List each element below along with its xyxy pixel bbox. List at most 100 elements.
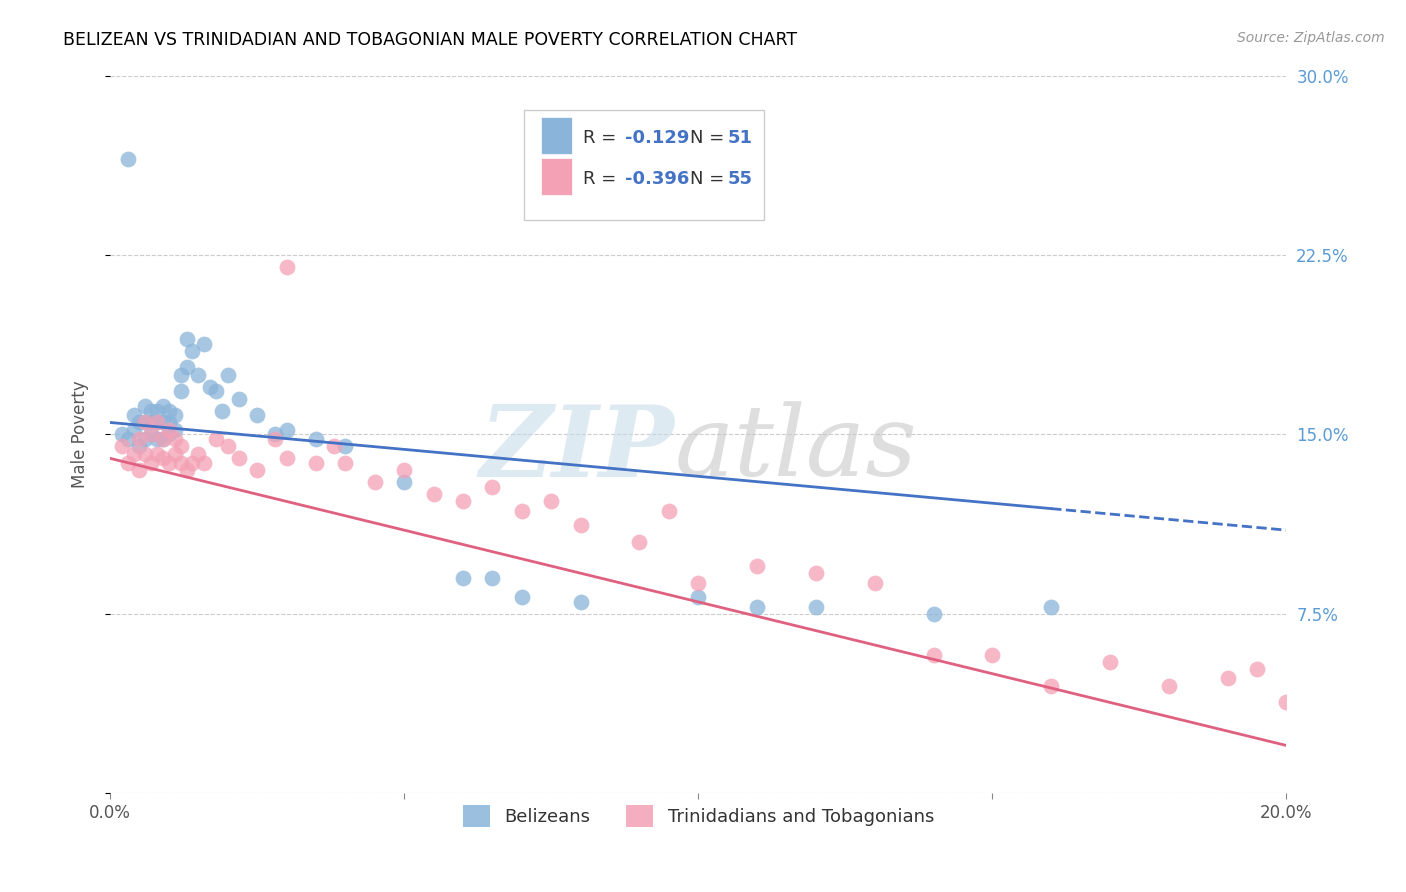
Point xyxy=(1098,655,1121,669)
Point xyxy=(392,463,415,477)
Point xyxy=(134,399,156,413)
Point xyxy=(198,379,221,393)
Point xyxy=(169,368,191,382)
Text: -0.396: -0.396 xyxy=(626,170,689,188)
Point xyxy=(163,446,186,460)
Point xyxy=(193,456,215,470)
Point xyxy=(658,504,681,518)
Point xyxy=(176,360,198,375)
Point xyxy=(211,403,233,417)
Point xyxy=(422,487,444,501)
Point xyxy=(804,566,827,581)
Point xyxy=(540,494,562,508)
Point xyxy=(392,475,415,490)
Point xyxy=(335,456,357,470)
Point xyxy=(146,446,169,460)
Point xyxy=(134,446,156,460)
Point xyxy=(152,432,174,446)
Point xyxy=(1246,662,1268,676)
Point xyxy=(169,456,191,470)
Point xyxy=(217,368,239,382)
Point xyxy=(128,432,150,446)
Point xyxy=(117,153,139,167)
Point xyxy=(305,432,328,446)
Point xyxy=(157,416,180,430)
Point xyxy=(163,423,186,437)
Text: N =: N = xyxy=(690,129,730,147)
Point xyxy=(176,332,198,346)
Point xyxy=(263,432,285,446)
Point xyxy=(146,432,169,446)
Point xyxy=(1216,672,1239,686)
Y-axis label: Male Poverty: Male Poverty xyxy=(72,381,89,488)
Point xyxy=(481,571,503,585)
Point xyxy=(181,343,204,358)
Point xyxy=(510,504,533,518)
Point xyxy=(163,432,186,446)
Point xyxy=(745,559,768,574)
Point xyxy=(246,409,269,423)
Point xyxy=(569,595,592,609)
Point xyxy=(122,409,145,423)
Point xyxy=(688,575,710,590)
Point xyxy=(141,403,163,417)
Point xyxy=(157,456,180,470)
Point xyxy=(322,439,344,453)
Point xyxy=(688,590,710,604)
Point xyxy=(228,392,250,406)
Point xyxy=(141,427,163,442)
Point xyxy=(187,368,209,382)
Point xyxy=(1040,679,1063,693)
Point xyxy=(1275,695,1298,709)
Point xyxy=(276,423,298,437)
Point xyxy=(146,403,169,417)
Text: R =: R = xyxy=(583,170,621,188)
Text: N =: N = xyxy=(690,170,730,188)
Text: 55: 55 xyxy=(728,170,752,188)
Point xyxy=(205,384,228,399)
Point xyxy=(863,575,886,590)
Point xyxy=(569,518,592,533)
Point xyxy=(169,384,191,399)
Point xyxy=(122,423,145,437)
Point xyxy=(157,403,180,417)
Point xyxy=(804,599,827,614)
Point xyxy=(141,416,163,430)
Point xyxy=(134,416,156,430)
Point xyxy=(134,416,156,430)
Point xyxy=(335,439,357,453)
Point xyxy=(157,427,180,442)
Text: Source: ZipAtlas.com: Source: ZipAtlas.com xyxy=(1237,31,1385,45)
Point xyxy=(305,456,328,470)
Point xyxy=(276,451,298,466)
Point xyxy=(193,336,215,351)
Point xyxy=(117,432,139,446)
Point xyxy=(128,416,150,430)
Point xyxy=(128,463,150,477)
Legend: Belizeans, Trinidadians and Tobagonians: Belizeans, Trinidadians and Tobagonians xyxy=(456,798,941,835)
Point xyxy=(263,427,285,442)
Point xyxy=(205,432,228,446)
Point xyxy=(152,432,174,446)
Text: ZIP: ZIP xyxy=(479,401,675,497)
Text: BELIZEAN VS TRINIDADIAN AND TOBAGONIAN MALE POVERTY CORRELATION CHART: BELIZEAN VS TRINIDADIAN AND TOBAGONIAN M… xyxy=(63,31,797,49)
Point xyxy=(157,423,180,437)
Point xyxy=(146,416,169,430)
Point xyxy=(122,446,145,460)
Point xyxy=(451,494,474,508)
Point xyxy=(187,446,209,460)
Point xyxy=(745,599,768,614)
Point xyxy=(246,463,269,477)
Point xyxy=(181,456,204,470)
Point xyxy=(152,416,174,430)
Point xyxy=(111,439,134,453)
Point xyxy=(146,416,169,430)
Point xyxy=(134,432,156,446)
Text: R =: R = xyxy=(583,129,621,147)
Point xyxy=(169,439,191,453)
Text: 51: 51 xyxy=(728,129,752,147)
Point xyxy=(628,535,651,549)
Point xyxy=(922,648,945,662)
Point xyxy=(228,451,250,466)
Text: atlas: atlas xyxy=(675,401,918,497)
